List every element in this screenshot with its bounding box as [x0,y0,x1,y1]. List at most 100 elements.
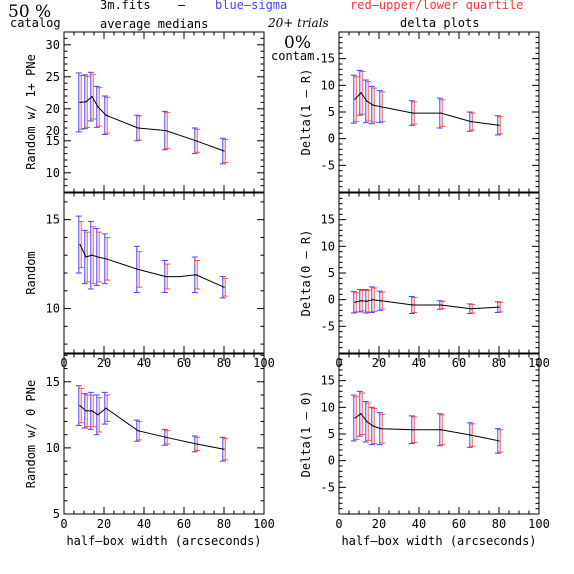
x-tick-label: 20 [97,356,111,370]
y-tick-label: 10 [46,302,60,316]
data-point [91,410,93,412]
data-point [366,421,368,423]
data-point [105,258,107,260]
panel-right-1: -5 0 5 10 15 Delta(1 – R) [299,31,540,193]
x-tick-label: 80 [492,356,506,370]
data-point [105,114,107,116]
y-tick-label: 10 [46,441,60,455]
quartile-legend: red–upper/lower quartile [350,0,523,12]
data-point [440,429,442,431]
data-point [470,308,472,310]
data-point [195,140,197,142]
panel-right-3: -5 0 5 10 15 0 20 40 60 80 100 Delta(1 – 0) half–box… [299,353,550,548]
y-tick-label: 15 [46,213,60,227]
dash-label: – [178,0,186,12]
data-point [440,304,442,306]
data-point [354,417,356,419]
y-tick-label: 5 [328,266,335,280]
data-point [223,286,225,288]
data-point [366,300,368,302]
data-point [360,92,362,94]
data-point [380,428,382,430]
y-tick-label: 25 [46,70,60,84]
y-axis-label: Delta(0 – R) [299,230,313,317]
sigma-legend: blue–sigma [215,0,287,12]
header: 50 % catalog 3m.fits – blue–sigma red–up… [8,0,523,63]
data-point [380,300,382,302]
median-line [354,413,500,442]
plot-frame [338,31,540,193]
y-axis-label: Random [24,251,38,294]
x-tick-label: 20 [372,517,386,531]
trials-label: 20+ trials [267,16,329,30]
plot-frame [63,31,265,193]
y-tick-label: 10 [321,239,335,253]
y-axis-label: Random w/ 0 PNe [24,380,38,488]
data-point [91,254,93,256]
y-tick-label: 0 [328,454,335,468]
y-tick-label: 10 [321,400,335,414]
y-tick-label: 15 [321,52,335,66]
data-point [412,304,414,306]
contam-label: contam. [271,49,322,63]
percent-label: 50 % [8,2,51,22]
x-tick-label: 80 [217,517,231,531]
median-line [354,299,500,310]
data-point [85,410,87,412]
y-tick-label: 20 [46,124,60,138]
x-tick-label: 40 [412,356,426,370]
medians-label: average medians [100,17,208,31]
data-point [195,274,197,276]
y-tick-label: 15 [46,375,60,389]
file-label: 3m.fits [100,0,151,12]
data-point [412,429,414,431]
panel-left-3: 5 10 15 0 20 40 60 80 100 Random w/ 0 PNe half–box… [24,353,275,548]
data-point [470,434,472,436]
y-tick-label: 20 [46,102,60,116]
y-tick-label: 0 [328,293,335,307]
data-point [412,112,414,114]
data-point [97,256,99,258]
data-point [165,129,167,132]
y-tick-label: -5 [321,480,335,494]
y-tick-label: -5 [321,319,335,333]
data-point [360,300,362,302]
y-tick-label: 15 [46,134,60,148]
y-tick-label: 5 [53,507,60,521]
catalog-label: catalog [10,16,61,30]
data-point [470,121,472,123]
x-tick-label: 40 [137,517,151,531]
data-point [498,306,500,308]
data-point [179,275,181,278]
data-point [79,101,81,103]
data-point [165,275,167,278]
x-tick-label: 100 [528,517,550,531]
y-tick-label: 15 [321,213,335,227]
x-tick-label: 40 [137,356,151,370]
x-tick-label: 80 [492,517,506,531]
x-tick-label: 40 [412,517,426,531]
y-axis-label: Random w/ 1+ PNe [24,54,38,170]
median-line [79,95,225,152]
data-point [91,96,93,98]
x-tick-label: 60 [177,517,191,531]
plot-frame [338,192,540,354]
data-point [372,299,374,301]
data-point [372,425,374,427]
y-tick-label: 5 [328,427,335,441]
data-point [79,243,81,246]
y-tick-label: 15 [321,374,335,388]
x-tick-label: 20 [97,517,111,531]
x-tick-label: 0 [60,517,67,531]
contam-percent: 0% [284,33,311,53]
y-tick-label: 10 [46,166,60,180]
data-point [137,268,139,271]
data-point [440,112,442,114]
y-tick-label: 30 [46,38,60,52]
median-line [354,92,500,126]
x-tick-label: 100 [253,517,275,531]
median-line [79,405,225,450]
